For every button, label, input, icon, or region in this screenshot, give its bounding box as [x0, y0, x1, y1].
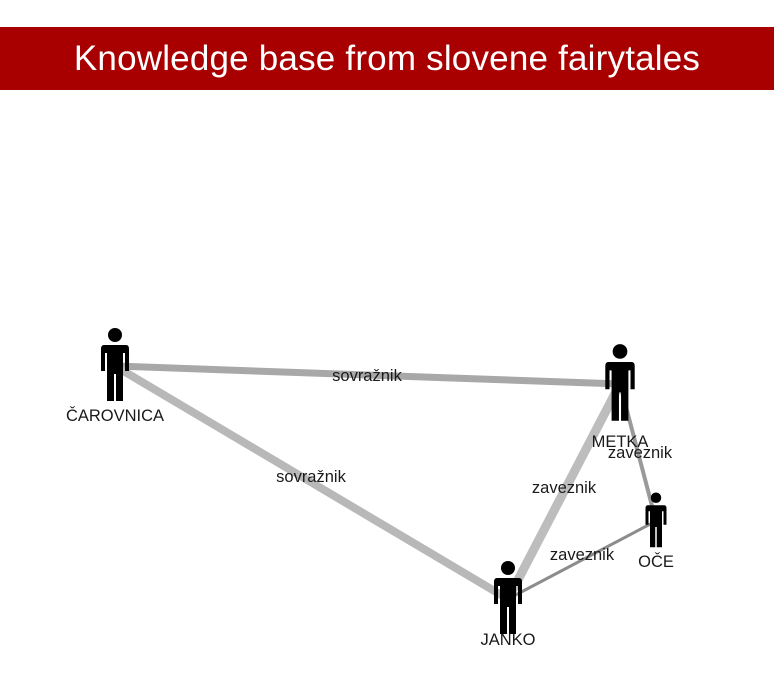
edge-label-janko-oce: zaveznik: [550, 546, 615, 564]
edge-label-janko-metka: zaveznik: [532, 479, 597, 497]
node-label-oce: OČE: [638, 552, 674, 571]
edge-label-carovnica-janko: sovražnik: [276, 468, 346, 486]
edge-carovnica-metka[interactable]: [111, 362, 624, 388]
nodes-layer: ČAROVNICA METKA JANKO OČE: [66, 328, 674, 649]
edge-janko-oce[interactable]: [506, 519, 658, 601]
person-icon[interactable]: [605, 344, 635, 421]
node-oce[interactable]: OČE: [638, 492, 674, 572]
page-title: Knowledge base from slovene fairytales: [0, 27, 774, 90]
node-carovnica[interactable]: ČAROVNICA: [66, 328, 164, 425]
node-metka[interactable]: METKA: [592, 344, 649, 451]
edge-carovnica-janko[interactable]: [111, 362, 512, 603]
person-icon[interactable]: [101, 328, 129, 401]
edge-label-carovnica-metka: sovražnik: [332, 367, 402, 385]
node-label-janko: JANKO: [480, 631, 535, 649]
edge-labels-layer: sovražnik sovražnik zaveznik zaveznik zavezn…: [276, 367, 673, 564]
node-janko[interactable]: JANKO: [480, 561, 536, 649]
edges-layer: [111, 362, 658, 604]
edge-janko-metka[interactable]: [503, 379, 625, 604]
node-label-metka: METKA: [592, 433, 649, 451]
person-icon[interactable]: [645, 492, 667, 548]
node-label-carovnica: ČAROVNICA: [66, 406, 164, 425]
person-icon[interactable]: [494, 561, 522, 634]
edge-label-metka-oce: zaveznik: [608, 444, 673, 462]
